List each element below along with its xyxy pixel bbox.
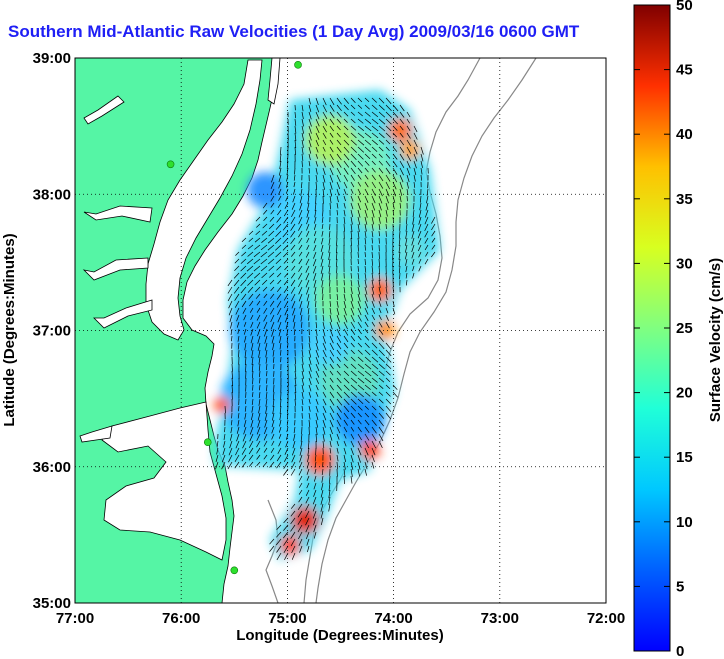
y-axis: 35:00 36:00 37:00 38:00 39:00: [33, 50, 71, 612]
bathymetry-contour: [265, 499, 279, 603]
river-inlet: [79, 425, 113, 443]
colorbar-tick-label: 30: [676, 255, 693, 272]
x-tick-label: 75:00: [268, 610, 306, 627]
colorbar-tick-label: 45: [676, 62, 693, 79]
x-tick-label: 73:00: [481, 610, 519, 627]
plot-frame: [74, 57, 607, 604]
colorbar-tick-label: 50: [676, 0, 693, 14]
bay-water: [145, 59, 263, 341]
map-title: Southern Mid-Atlantic Raw Velocities (1 …: [8, 22, 580, 41]
velocity-field: [214, 90, 440, 561]
colorbar-tick-label: 15: [676, 449, 693, 466]
river-inlet: [83, 95, 125, 125]
x-tick-label: 72:00: [587, 610, 625, 627]
colorbar-tick-label: 0: [676, 643, 684, 659]
x-tick-label: 74:00: [374, 610, 412, 627]
colorbar-title: Surface Velocity (cm/s): [707, 258, 724, 422]
x-tick-label: 77:00: [56, 610, 94, 627]
station-marker: [294, 61, 302, 69]
colorbar-tick-label: 25: [676, 320, 693, 337]
y-tick-label: 39:00: [33, 50, 71, 67]
colorbar-tick-label: 20: [676, 385, 693, 402]
station-marker: [230, 566, 239, 575]
x-axis-title: Longitude (Degrees:Minutes): [236, 627, 444, 644]
station-markers: [166, 61, 302, 575]
colorbar-ticks: 0 5 10 15 20 25 30 35 40 45 50: [634, 0, 693, 659]
y-tick-label: 38:00: [33, 186, 71, 203]
station-marker: [166, 160, 175, 169]
y-tick-label: 36:00: [33, 459, 71, 476]
y-tick-label: 37:00: [33, 323, 71, 340]
y-tick-label: 35:00: [33, 595, 71, 612]
colorbar-tick-label: 5: [676, 578, 684, 595]
grid-lines: [75, 58, 606, 603]
colorbar-tick-label: 35: [676, 191, 693, 208]
station-marker: [203, 438, 212, 447]
bathymetry-contour: [315, 58, 537, 603]
y-axis-title: Latitude (Degrees:Minutes): [1, 233, 18, 426]
river-inlet: [93, 299, 153, 329]
x-tick-label: 76:00: [162, 610, 200, 627]
river-inlet: [83, 205, 153, 223]
colorbar-tick-label: 10: [676, 514, 693, 531]
river-inlet: [82, 257, 149, 281]
colorbar-tick-label: 40: [676, 126, 693, 143]
x-axis: 77:00 76:00 75:00 74:00 73:00 72:00: [56, 610, 625, 627]
bay-water: [267, 58, 281, 105]
